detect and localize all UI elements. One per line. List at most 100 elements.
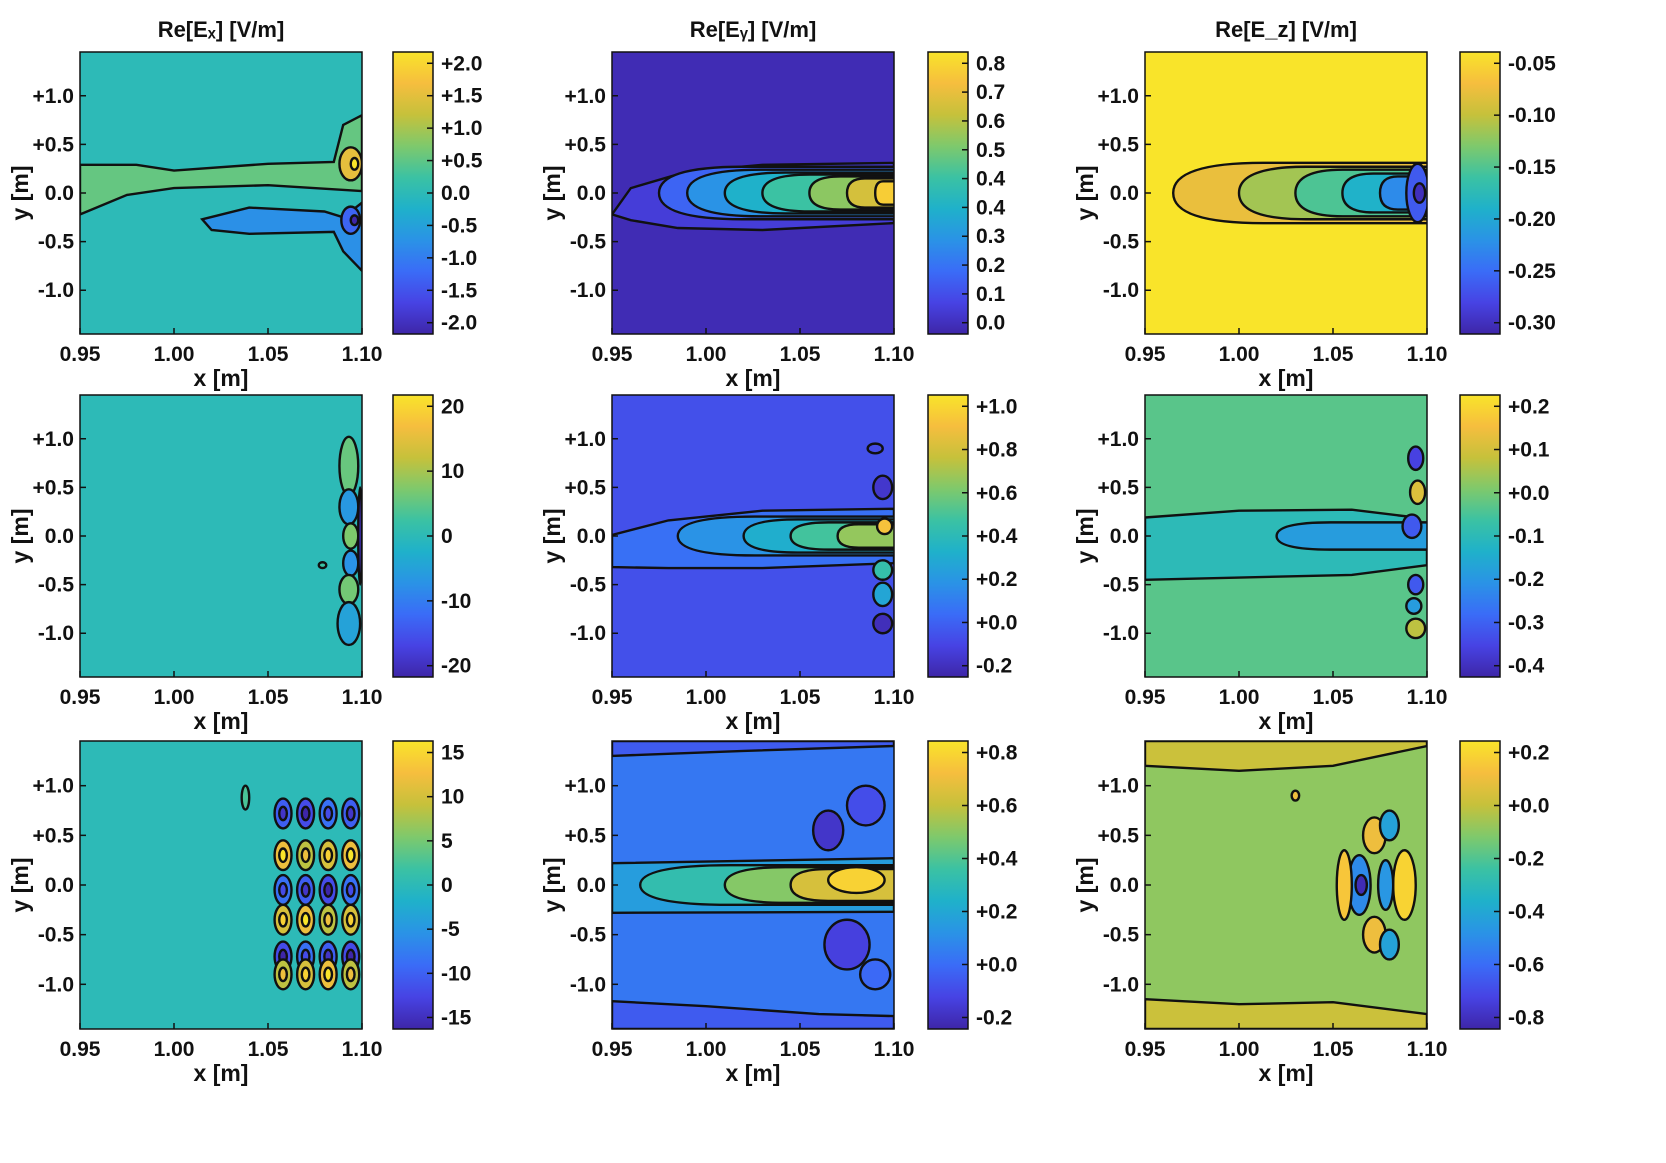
contour-region [1354,873,1369,897]
y-tick-label: -1.0 [38,973,74,996]
colorbar-tick-label: +0.4 [976,525,1018,548]
y-axis-label: y [m] [1072,858,1098,913]
colorbar-tick-label: +2.0 [441,52,482,75]
x-tick-label: 1.05 [780,686,821,709]
x-tick-label: 0.95 [1125,1038,1166,1061]
colorbar-tick-label: -5 [441,918,460,941]
y-tick-label: -0.5 [1103,231,1140,254]
colorbar-tick-label: +0.8 [976,439,1018,462]
x-tick-label: 1.00 [154,1038,195,1061]
panel-2: 0.95 1.00 1.05 1.10 +1.0 +0.5 0.0 -0.5 -1.0 x [m]… [1072,17,1556,391]
x-tick-label: 0.95 [1125,686,1166,709]
colorbar-tick-label: 20 [441,395,464,418]
y-tick-label: -0.5 [570,924,607,947]
x-tick-label: 1.00 [154,343,195,366]
contour-region [240,784,251,811]
colorbar-tick-label: -0.3 [1508,611,1544,634]
panel-4: 0.95 1.00 1.05 1.10 +1.0 +0.5 0.0 -0.5 -1.0 x [m]… [539,394,1018,734]
colorbar-tick-label: -0.5 [441,214,478,237]
contour-region [1412,182,1427,204]
panel-title: Re[Eₓ] [V/m] [158,17,285,42]
colorbar-tick-label: +0.8 [976,742,1018,765]
y-tick-label: 0.0 [577,525,606,548]
contour-region [1378,928,1400,961]
x-axis-label: x [m] [726,365,781,391]
y-tick-label: +0.5 [565,133,607,156]
contour-region [872,559,894,581]
colorbar-tick-label: 10 [441,460,464,483]
colorbar-tick-label: 0.4 [976,168,1006,191]
contour-region [278,882,289,898]
panel-7: 0.95 1.00 1.05 1.10 +1.0 +0.5 0.0 -0.5 -1.0 x [m]… [539,740,1018,1086]
contour-region [199,201,362,273]
x-tick-label: 1.05 [1313,686,1354,709]
contour-region [278,911,289,928]
contour-region [278,847,289,864]
x-tick-label: 1.00 [686,1038,727,1061]
contour-region [323,882,334,898]
contour-region [1405,597,1423,615]
x-axis-label: x [m] [194,708,249,734]
contour-region [1406,573,1425,596]
y-tick-label: +1.0 [1098,85,1139,108]
contour-region [1406,445,1425,472]
contour-region [345,882,356,898]
colorbar-tick-label: +1.0 [441,117,482,140]
colorbar-tick-label: -10 [441,590,471,613]
colorbar-tick-label: +0.0 [976,611,1017,634]
x-axis-label: x [m] [1259,708,1314,734]
x-tick-label: 1.10 [1407,686,1448,709]
y-tick-label: +1.0 [565,85,606,108]
colorbar-tick-label: +0.2 [1508,742,1549,765]
contour-region [1145,997,1427,1029]
y-tick-label: +0.5 [565,824,607,847]
y-tick-label: -0.5 [1103,924,1140,947]
colorbar-tick-label: -10 [441,962,471,985]
contour-region [300,966,311,983]
contour-region [300,805,311,822]
y-axis-label: y [m] [1072,166,1098,221]
x-tick-label: 0.95 [592,343,633,366]
panel-7-contours [612,741,894,1029]
panel-3: 0.95 1.00 1.05 1.10 +1.0 +0.5 0.0 -0.5 -1.0 x [m]… [7,394,471,734]
colorbar-tick-label: 0.4 [976,196,1006,219]
y-tick-label: +1.0 [33,775,74,798]
colorbar-tick-label: 0.2 [976,254,1005,277]
colorbar-tick-label: +0.1 [1508,439,1550,462]
contour-region [1405,617,1427,640]
y-tick-label: 0.0 [577,874,606,897]
contour-region [345,911,356,928]
x-tick-label: 1.05 [248,343,289,366]
x-axis-label: x [m] [1259,365,1314,391]
colorbar-tick-label: 0.0 [441,182,470,205]
colorbar-tick-label: 15 [441,742,465,765]
y-axis-label: y [m] [1072,509,1098,564]
contour-region [300,847,311,864]
colorbar-tick-label: 0.8 [976,52,1006,75]
y-tick-label: -0.5 [38,574,75,597]
colorbar-tick-label: 0.1 [976,283,1006,306]
contour-region [338,573,360,606]
y-tick-label: +1.0 [33,428,74,451]
panel-6-contours [240,784,361,991]
y-axis-label: y [m] [539,858,565,913]
x-tick-label: 1.00 [1219,343,1260,366]
y-tick-label: -0.5 [38,231,75,254]
panel-6-field [80,741,362,1029]
y-tick-label: +1.0 [33,85,74,108]
y-tick-label: -0.5 [570,231,607,254]
contour-region [612,741,894,758]
colorbar-tick-label: 0.6 [976,110,1005,133]
contour-region [873,180,894,206]
colorbar-tick-label: +0.2 [976,900,1017,923]
x-tick-label: 1.10 [874,1038,915,1061]
contour-region [342,522,360,550]
colorbar-tick-label: +0.4 [976,848,1018,871]
contour-region [811,809,845,852]
x-tick-label: 1.00 [1219,1038,1260,1061]
colorbar-tick-label: -0.10 [1508,104,1556,127]
x-axis-label: x [m] [194,1060,249,1086]
x-tick-label: 1.10 [1407,1038,1448,1061]
